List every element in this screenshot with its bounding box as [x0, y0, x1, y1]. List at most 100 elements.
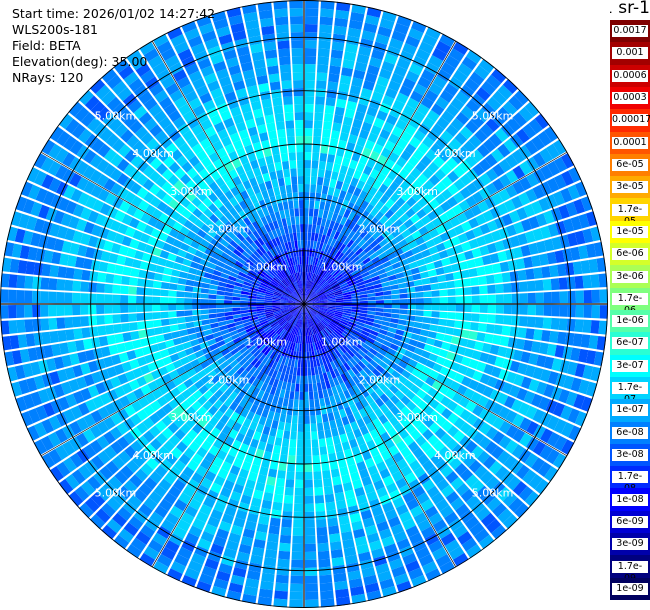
range-gate-cell	[196, 15, 212, 28]
range-gate-cell	[410, 384, 421, 395]
range-gate-cell	[485, 182, 498, 196]
range-gate-cell	[402, 491, 416, 504]
range-gate-cell	[324, 327, 331, 335]
range-gate-cell	[273, 294, 282, 298]
range-gate-cell	[355, 339, 365, 347]
range-gate-cell	[359, 559, 374, 570]
colorbar-tick-label: 3e-05	[612, 181, 648, 194]
range-gate-cell	[519, 176, 532, 191]
range-gate-cell	[167, 252, 177, 262]
range-gate-cell	[218, 194, 229, 205]
range-gate-cell	[304, 136, 313, 145]
range-gate-cell	[313, 284, 320, 292]
range-gate-cell	[89, 439, 103, 454]
range-gate-cell	[184, 252, 195, 261]
range-gate-cell	[304, 240, 308, 249]
range-gate-cell	[196, 580, 212, 593]
range-gate-cell	[466, 49, 482, 64]
range-gate-cell	[385, 365, 395, 375]
range-gate-cell	[483, 233, 494, 244]
range-gate-cell	[348, 463, 358, 474]
range-gate-cell	[337, 90, 349, 101]
range-gate-cell	[324, 429, 332, 439]
range-gate-cell	[274, 275, 282, 283]
range-gate-cell	[379, 468, 391, 480]
range-gate-cell	[293, 200, 299, 209]
range-gate-cell	[239, 200, 248, 210]
range-gate-cell	[549, 264, 559, 278]
range-gate-cell	[320, 0, 335, 10]
range-gate-cell	[475, 213, 487, 226]
range-gate-cell	[294, 310, 300, 318]
range-gate-cell	[486, 74, 502, 90]
range-gate-cell	[442, 377, 454, 388]
range-gate-cell	[422, 136, 435, 149]
range-gate-cell	[192, 286, 202, 293]
range-gate-cell	[192, 491, 206, 504]
range-gate-cell	[460, 488, 475, 503]
range-gate-cell	[102, 112, 117, 127]
range-gate-cell	[353, 411, 362, 421]
range-gate-cell	[457, 449, 470, 462]
range-gate-cell	[271, 229, 278, 239]
range-gate-cell	[342, 291, 351, 296]
range-gate-cell	[168, 129, 182, 142]
range-gate-cell	[257, 291, 266, 296]
range-gate-cell	[129, 413, 142, 426]
range-gate-cell	[360, 210, 370, 220]
range-gate-cell	[217, 229, 227, 239]
range-gate-cell	[351, 332, 360, 339]
range-gate-cell	[366, 363, 376, 372]
range-gate-cell	[258, 82, 270, 93]
range-gate-cell	[305, 288, 308, 297]
range-gate-cell	[196, 150, 208, 162]
range-gate-cell	[295, 272, 299, 281]
range-gate-cell	[287, 144, 296, 153]
range-gate-cell	[279, 534, 292, 544]
range-gate-cell	[348, 221, 356, 231]
range-gate-cell	[394, 389, 405, 400]
range-gate-cell	[143, 404, 155, 417]
range-gate-cell	[321, 347, 327, 357]
range-gate-cell	[245, 479, 256, 490]
range-gate-cell	[355, 247, 364, 256]
range-gate-cell	[216, 570, 231, 582]
range-gate-cell	[288, 398, 294, 408]
range-gate-cell	[384, 335, 394, 343]
range-gate-cell	[494, 465, 509, 480]
range-gate-cell	[374, 200, 385, 211]
range-gate-cell	[273, 265, 281, 273]
range-gate-cell	[165, 453, 178, 466]
range-gate-cell	[198, 384, 209, 395]
range-gate-cell	[435, 181, 447, 193]
range-gate-cell	[118, 65, 134, 80]
range-gate-cell	[359, 172, 369, 183]
range-gate-cell	[355, 226, 365, 236]
range-gate-cell	[407, 224, 418, 234]
range-gate-cell	[406, 400, 417, 412]
range-gate-cell	[250, 242, 259, 251]
range-gate-cell	[174, 96, 188, 109]
range-gate-cell	[375, 291, 384, 297]
range-gate-cell	[356, 381, 365, 392]
range-gate-cell	[575, 290, 584, 304]
range-gate-cell	[381, 60, 395, 73]
range-gate-cell	[354, 111, 366, 122]
range-gate-cell	[296, 455, 304, 464]
range-gate-cell	[423, 344, 434, 353]
range-gate-cell	[340, 318, 349, 324]
range-gate-cell	[176, 215, 188, 226]
colorbar-tick-label: 1.7e-09	[612, 560, 648, 584]
range-gate-cell	[295, 351, 299, 360]
range-gate-cell	[317, 277, 323, 285]
range-gate-cell	[252, 387, 261, 397]
range-gate-cell	[332, 221, 340, 231]
colorbar-tick-label: 1.7e-07	[612, 382, 648, 405]
range-gate-cell	[56, 317, 66, 330]
range-gate-cell	[372, 279, 382, 286]
range-gate-cell	[300, 224, 304, 233]
range-gate-cell	[254, 276, 263, 283]
range-gate-cell	[247, 272, 256, 279]
range-gate-cell	[136, 435, 149, 448]
